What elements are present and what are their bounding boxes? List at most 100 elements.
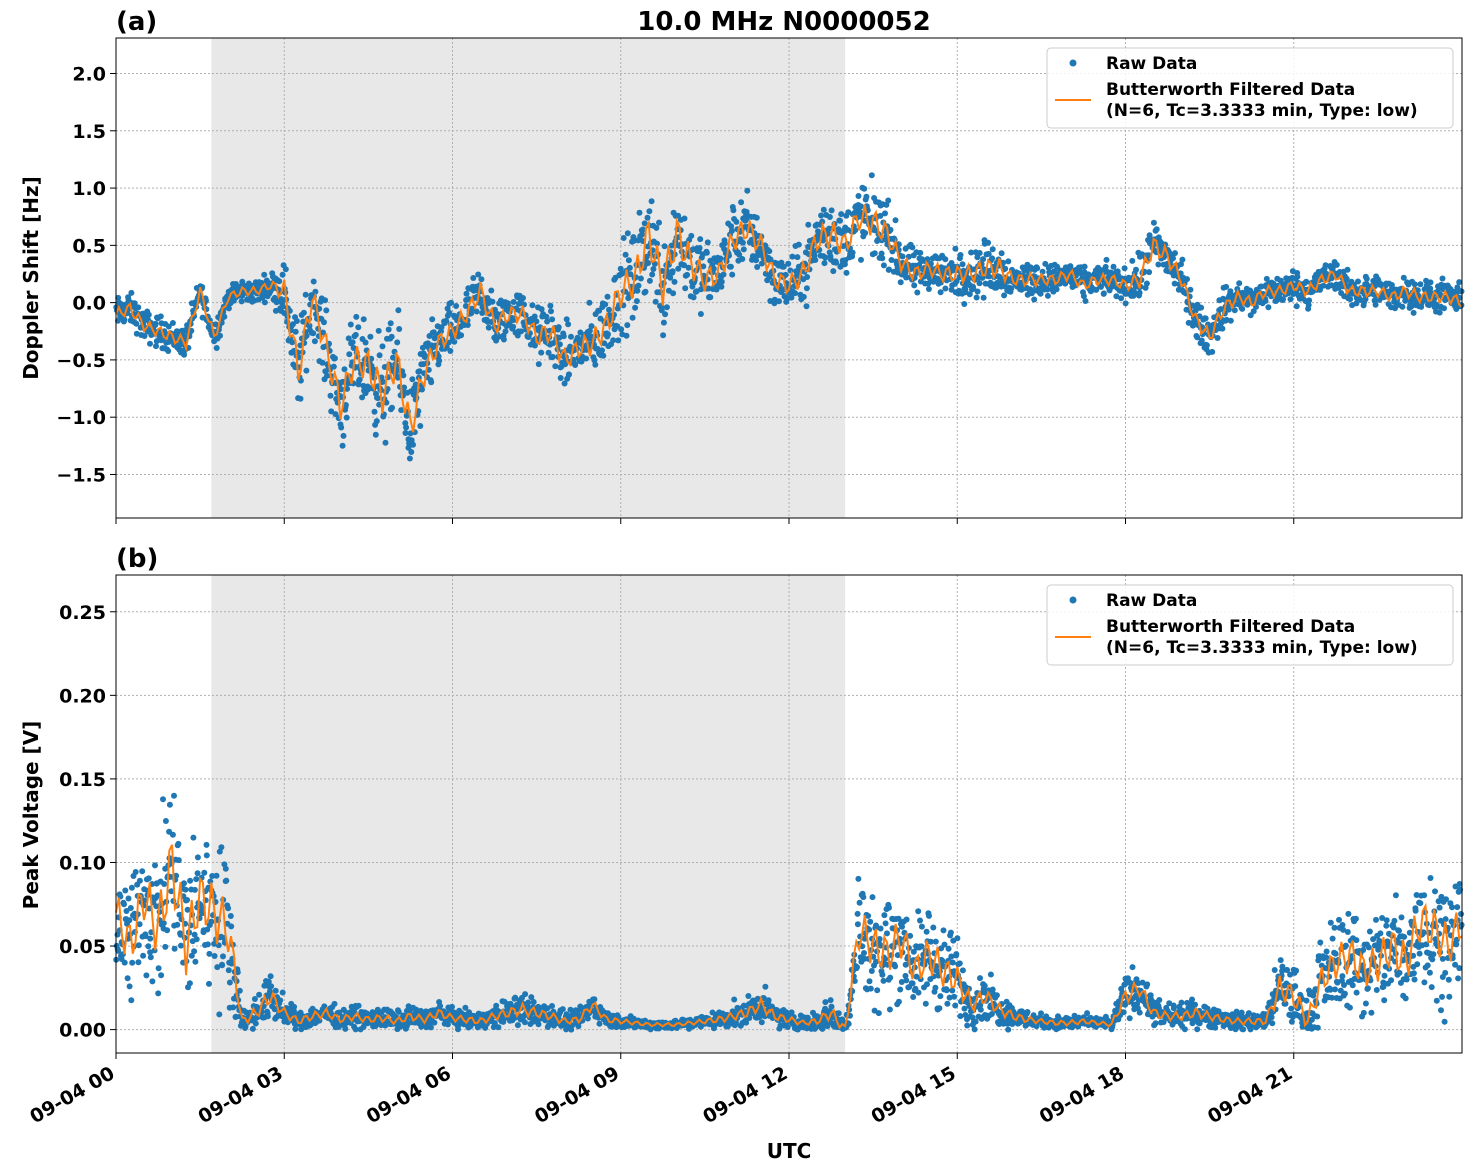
raw-data-point xyxy=(639,231,646,238)
raw-data-point xyxy=(606,306,612,313)
raw-data-point xyxy=(208,918,215,925)
raw-data-point xyxy=(155,990,162,997)
raw-data-point xyxy=(656,219,662,226)
raw-data-point xyxy=(1277,957,1284,964)
raw-data-point xyxy=(720,271,727,278)
raw-data-point xyxy=(547,302,554,309)
raw-data-point xyxy=(860,894,867,901)
raw-data-point xyxy=(776,298,782,305)
raw-data-point xyxy=(596,1020,603,1027)
raw-data-point xyxy=(736,251,743,258)
raw-data-point xyxy=(133,320,140,327)
raw-data-point xyxy=(556,341,563,348)
raw-data-point xyxy=(617,265,624,272)
raw-data-point xyxy=(213,872,220,879)
raw-data-point xyxy=(951,993,958,1000)
raw-data-point xyxy=(1143,280,1150,287)
raw-data-point xyxy=(917,249,924,256)
raw-data-point xyxy=(888,257,895,263)
raw-data-point xyxy=(267,973,274,980)
raw-data-point xyxy=(149,978,156,985)
raw-data-point xyxy=(338,424,345,431)
raw-data-point xyxy=(733,218,740,225)
raw-data-point xyxy=(367,333,374,340)
raw-data-point xyxy=(812,257,819,263)
raw-data-point xyxy=(1456,279,1463,286)
raw-data-point xyxy=(669,268,676,275)
raw-data-point xyxy=(977,975,983,982)
raw-data-point xyxy=(135,959,142,966)
raw-data-point xyxy=(341,366,348,373)
raw-data-point xyxy=(704,239,711,246)
raw-data-point xyxy=(855,193,862,199)
raw-data-point xyxy=(256,991,263,998)
raw-data-point xyxy=(868,172,875,179)
raw-data-point xyxy=(562,361,569,368)
raw-data-point xyxy=(705,285,712,292)
raw-data-point xyxy=(684,271,691,278)
raw-data-point xyxy=(1399,303,1406,310)
raw-data-point xyxy=(489,298,496,305)
raw-data-point xyxy=(959,967,966,974)
raw-data-point xyxy=(350,345,357,351)
raw-data-point xyxy=(1042,260,1049,267)
raw-data-point xyxy=(915,908,922,915)
raw-data-point xyxy=(730,207,737,214)
raw-data-point xyxy=(1214,335,1221,341)
raw-data-point xyxy=(555,324,562,331)
raw-data-point xyxy=(328,408,335,415)
raw-data-point xyxy=(897,986,904,993)
raw-data-point xyxy=(1355,278,1361,285)
raw-data-point xyxy=(653,224,660,231)
raw-data-point xyxy=(289,339,296,346)
raw-data-point xyxy=(1411,281,1418,288)
raw-data-point xyxy=(410,441,416,448)
raw-data-point xyxy=(322,368,329,375)
raw-data-point xyxy=(204,941,211,948)
raw-data-point xyxy=(203,841,210,848)
raw-data-point xyxy=(1080,293,1087,300)
raw-data-point xyxy=(1240,1026,1247,1033)
raw-data-point xyxy=(387,320,394,327)
raw-data-point xyxy=(1277,277,1284,284)
y-tick-label: 1.0 xyxy=(72,178,106,200)
raw-data-point xyxy=(552,363,559,370)
raw-data-point xyxy=(754,264,761,270)
raw-data-point xyxy=(942,256,949,263)
raw-data-point xyxy=(879,255,886,262)
raw-data-point xyxy=(422,353,429,360)
raw-data-point xyxy=(952,1002,959,1009)
y-tick-label: 0.5 xyxy=(72,235,106,257)
raw-data-point xyxy=(1422,287,1429,294)
raw-data-point xyxy=(122,887,129,894)
raw-data-point xyxy=(627,271,634,278)
raw-data-point xyxy=(379,343,386,350)
raw-data-point xyxy=(277,997,284,1004)
raw-data-point xyxy=(739,239,746,246)
raw-data-point xyxy=(310,278,317,285)
raw-data-point xyxy=(1203,342,1210,349)
raw-data-point xyxy=(855,875,862,882)
raw-data-point xyxy=(675,265,682,272)
raw-data-point xyxy=(194,854,201,861)
raw-data-point xyxy=(1107,269,1114,276)
raw-data-point xyxy=(914,289,921,296)
raw-data-point xyxy=(820,206,827,213)
raw-data-point xyxy=(682,285,689,292)
raw-data-point xyxy=(184,897,191,903)
raw-data-point xyxy=(932,984,939,991)
raw-data-point xyxy=(126,917,133,924)
raw-data-point xyxy=(166,801,173,808)
raw-data-point xyxy=(765,997,772,1004)
raw-data-point xyxy=(222,865,229,872)
raw-data-point xyxy=(362,339,369,346)
raw-data-point xyxy=(1187,286,1194,293)
raw-data-point xyxy=(668,242,675,249)
raw-data-point xyxy=(886,266,892,273)
raw-data-point xyxy=(324,372,330,379)
raw-data-point xyxy=(822,999,829,1006)
raw-data-point xyxy=(1037,290,1044,297)
raw-data-point xyxy=(121,901,127,908)
raw-data-point xyxy=(345,335,352,342)
raw-data-point xyxy=(886,1006,893,1013)
